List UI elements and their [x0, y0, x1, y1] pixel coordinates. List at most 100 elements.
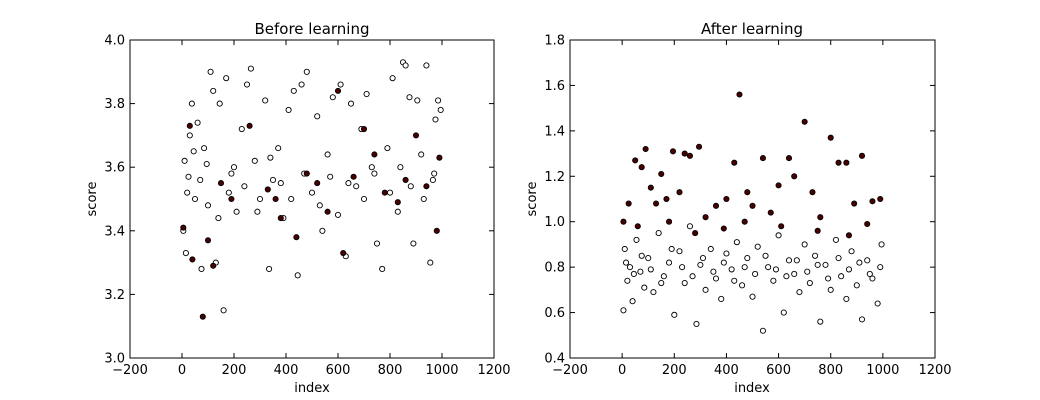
data-point	[204, 202, 212, 209]
data-point	[210, 87, 217, 94]
data-point	[624, 277, 631, 284]
data-point	[838, 273, 845, 280]
data-point	[712, 275, 720, 282]
data-point	[435, 97, 442, 104]
data-point	[848, 248, 855, 255]
data-point	[633, 236, 640, 243]
data-point	[827, 134, 834, 141]
y-axis-label: score	[85, 182, 100, 217]
data-point	[668, 245, 675, 253]
data-point	[822, 261, 829, 268]
data-point	[290, 87, 297, 94]
data-point	[681, 279, 688, 287]
data-point	[181, 157, 188, 164]
data-point	[182, 250, 189, 257]
data-point	[843, 295, 850, 302]
data-point	[433, 227, 440, 234]
y-tick-label: 1.0	[544, 215, 565, 230]
data-point	[298, 81, 305, 88]
scatter-points	[180, 59, 444, 320]
data-point	[772, 266, 780, 273]
data-point	[225, 189, 232, 196]
data-point	[845, 232, 853, 239]
data-point	[759, 155, 766, 162]
y-tick-label: 3.2	[104, 288, 125, 303]
data-point	[350, 173, 357, 180]
data-point	[770, 277, 777, 284]
data-point	[733, 239, 740, 246]
chart-title: Before learning	[254, 20, 369, 38]
data-point	[204, 237, 212, 244]
data-point	[731, 277, 738, 284]
data-point	[817, 214, 824, 221]
data-point	[689, 273, 696, 280]
x-tick-label: 600	[766, 363, 791, 378]
data-point	[308, 189, 316, 196]
chart-before-learning: Before learning −200 0 200 400 600 800 1000 120…	[85, 20, 511, 396]
data-point	[866, 270, 873, 278]
data-point	[188, 100, 195, 107]
data-point	[353, 183, 360, 190]
data-point	[707, 245, 714, 253]
data-point	[190, 148, 197, 155]
data-point	[623, 259, 630, 266]
data-point	[877, 264, 884, 271]
data-point	[228, 170, 235, 177]
data-point	[767, 209, 774, 216]
data-point	[856, 259, 863, 266]
data-point	[186, 122, 193, 129]
data-point	[634, 223, 641, 230]
scatter-points	[620, 91, 885, 334]
data-point	[186, 132, 193, 139]
y-tick-label: 1.2	[544, 170, 565, 185]
data-point	[696, 143, 703, 150]
data-point	[329, 94, 336, 101]
x-tick-label: 1200	[918, 363, 951, 378]
data-point	[686, 223, 693, 230]
data-point	[266, 265, 273, 273]
data-point	[316, 202, 323, 209]
data-point	[686, 152, 693, 159]
plot-frame	[129, 39, 495, 359]
data-point	[702, 286, 709, 293]
data-point	[277, 180, 284, 187]
data-point	[203, 160, 210, 168]
data-point	[334, 87, 342, 94]
data-point	[220, 307, 227, 314]
data-point	[752, 270, 759, 278]
data-point	[410, 240, 417, 247]
data-point	[241, 183, 248, 190]
data-point	[293, 234, 300, 241]
data-point	[793, 257, 800, 264]
data-point	[878, 241, 885, 248]
data-point	[394, 199, 401, 206]
x-tick-label: −200	[112, 363, 148, 378]
data-point	[427, 259, 434, 266]
data-point	[676, 189, 683, 196]
data-point	[723, 250, 730, 257]
data-point	[858, 152, 866, 159]
data-point	[647, 184, 654, 191]
y-tick-label: 0.6	[544, 306, 565, 321]
data-point	[324, 151, 331, 158]
data-point	[739, 282, 746, 289]
x-axis-ticks: −200 0 200 400 600 800 1000 1200	[112, 40, 511, 378]
data-point	[825, 275, 832, 282]
data-point	[363, 91, 370, 98]
data-point	[874, 300, 881, 307]
x-tick-label: 400	[714, 363, 739, 378]
y-axis-label: score	[525, 182, 540, 217]
data-point	[869, 198, 876, 205]
data-point	[228, 195, 235, 203]
data-point	[660, 273, 667, 280]
data-point	[827, 286, 834, 293]
data-point	[796, 289, 803, 296]
data-point	[334, 211, 342, 218]
data-point	[406, 94, 413, 101]
data-point	[386, 189, 394, 196]
data-point	[381, 189, 388, 196]
data-point	[801, 118, 808, 125]
data-point	[658, 279, 665, 287]
data-point	[853, 282, 860, 289]
data-point	[180, 224, 187, 231]
